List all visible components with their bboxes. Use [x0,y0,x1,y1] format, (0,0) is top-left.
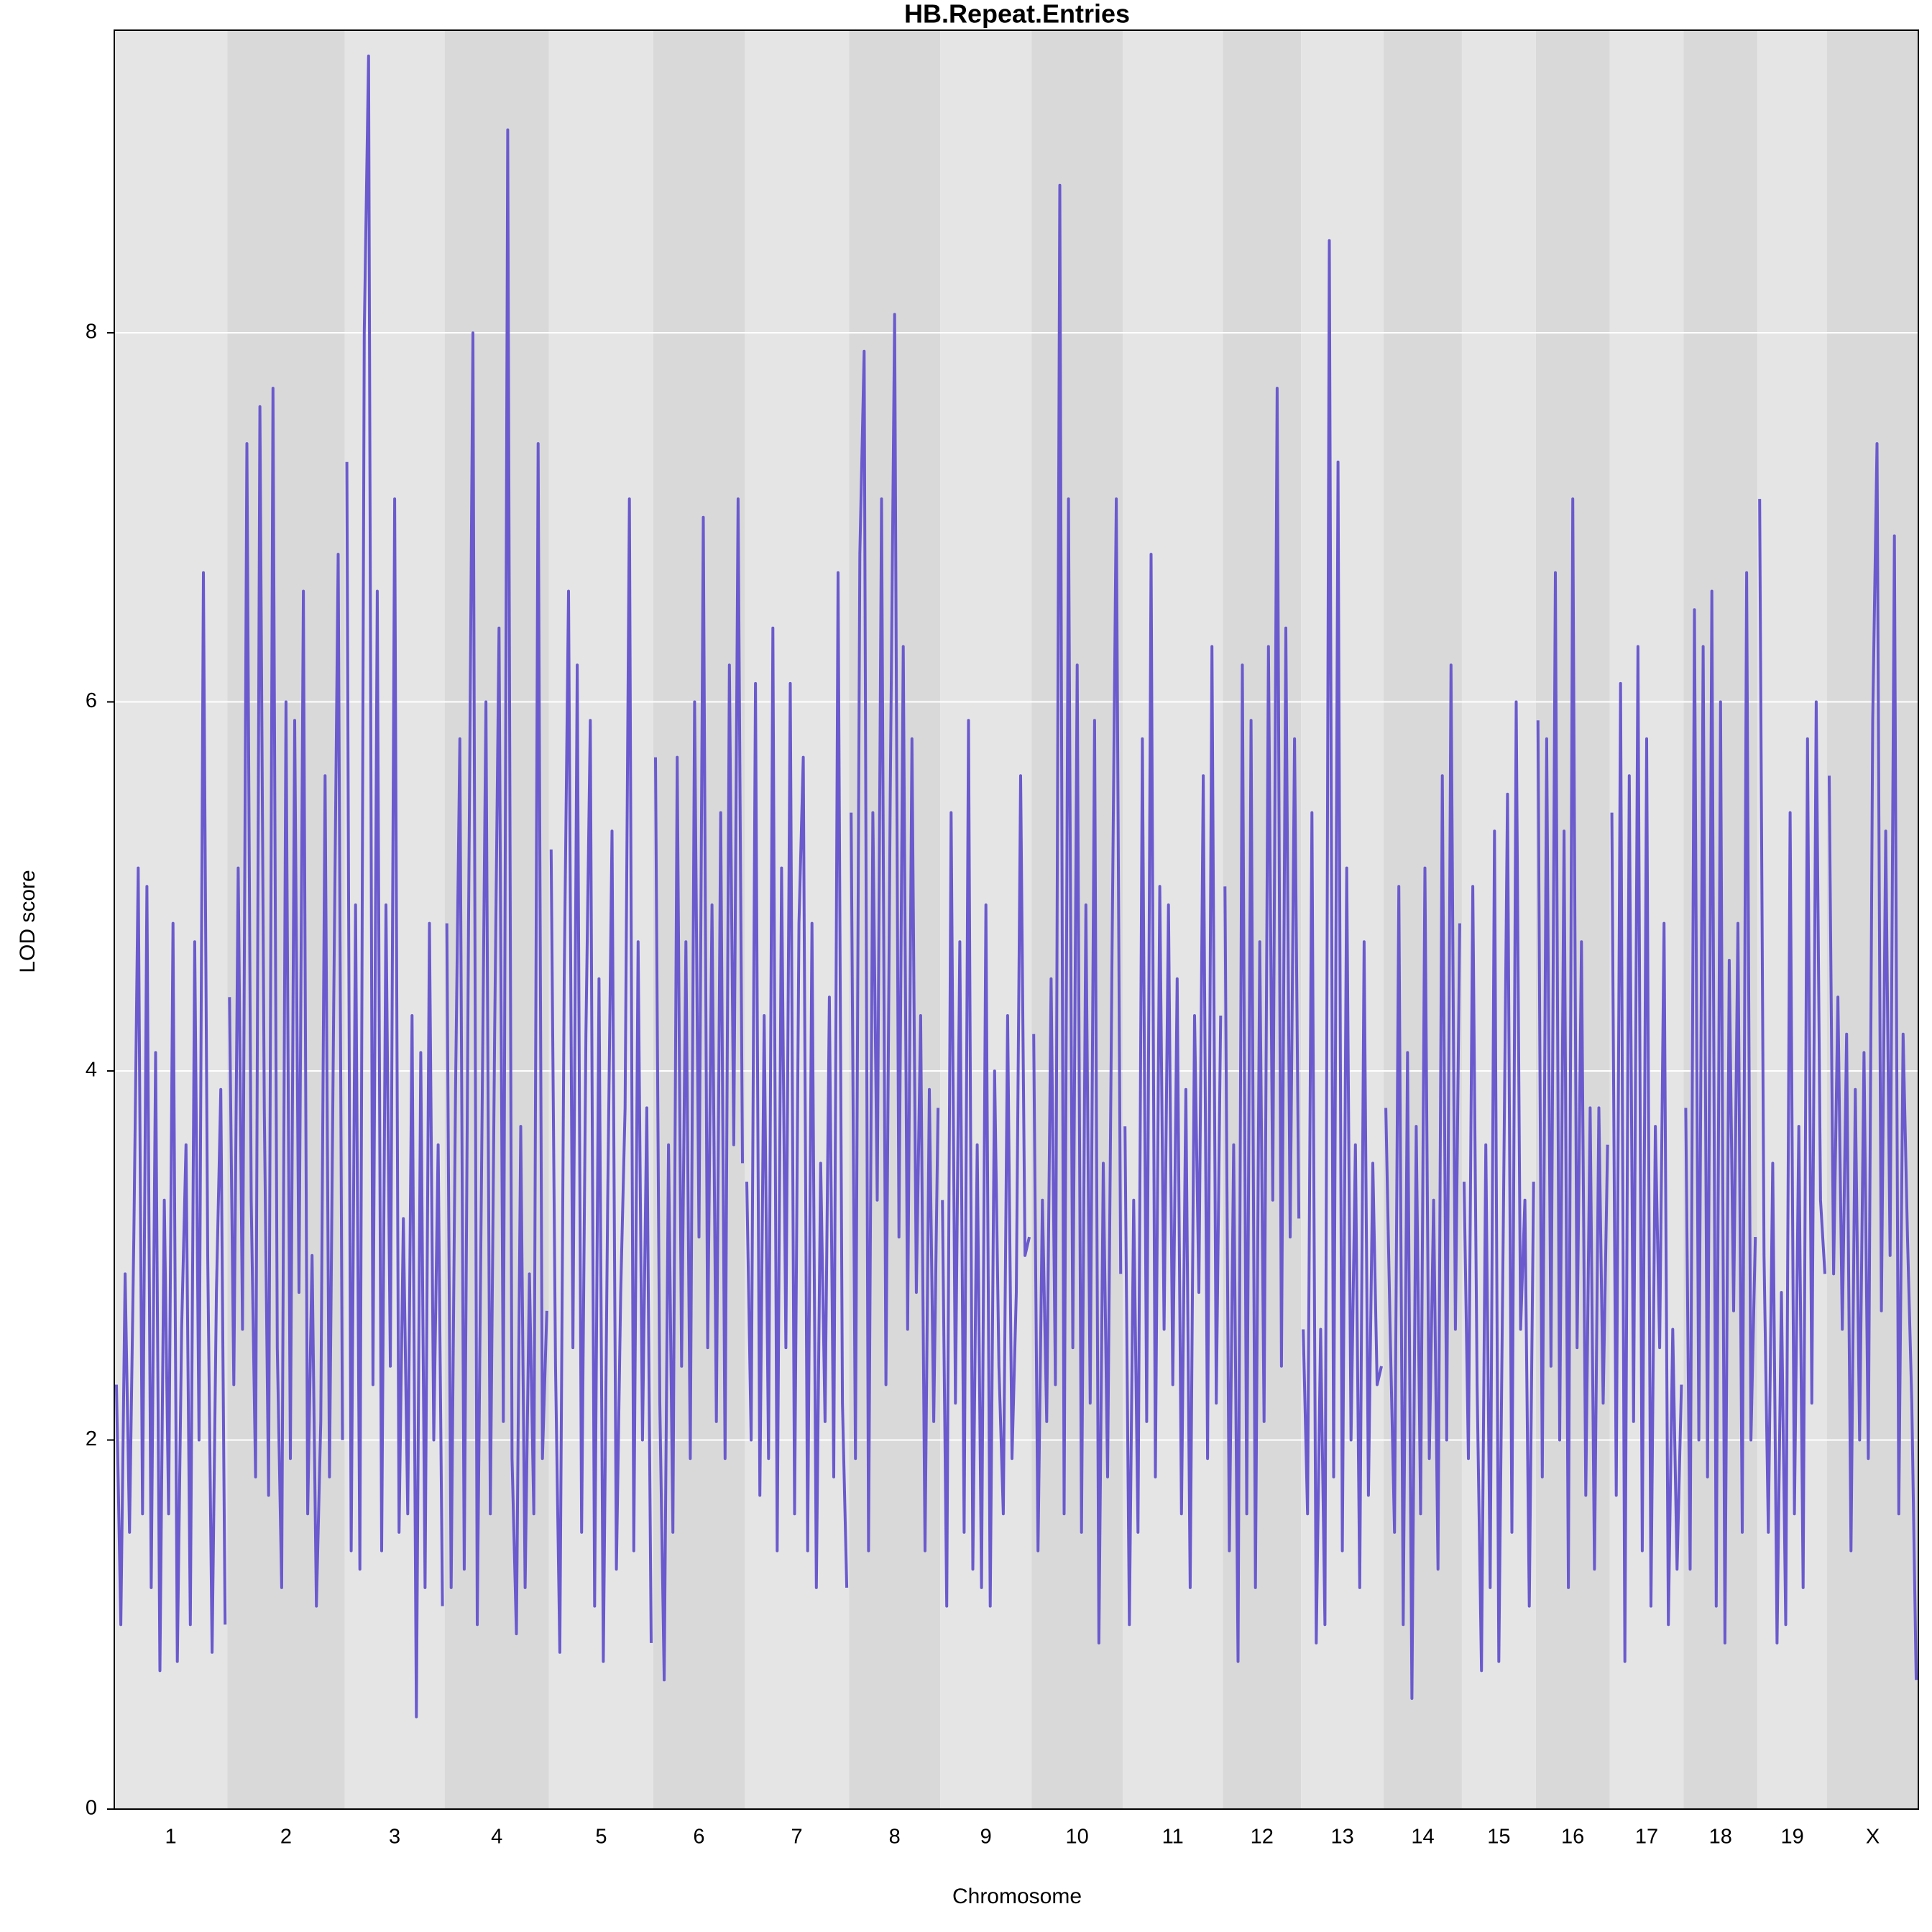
lod-line [115,571,227,1673]
lod-line [1302,239,1383,1644]
lod-line [1123,553,1223,1627]
x-tick-label: 13 [1330,1826,1353,1849]
x-tick-label: 6 [693,1826,704,1849]
x-tick-label: 5 [595,1826,607,1849]
lod-line [745,571,849,1589]
lod-line [1463,700,1535,1673]
lod-line [345,54,444,1719]
x-tick-label: 15 [1487,1826,1510,1849]
x-tick-label: 9 [980,1826,992,1849]
x-tick-label: 14 [1411,1826,1434,1849]
lod-line [1828,442,1918,1680]
x-tick-label: 19 [1780,1826,1803,1849]
x-tick-label: 8 [889,1826,901,1849]
x-tick-label: 18 [1709,1826,1732,1849]
y-tick-label: 2 [86,1427,97,1450]
x-tick-label: 16 [1561,1826,1584,1849]
chromosome-band [744,30,850,1809]
lod-line [1758,499,1826,1644]
x-tick-label: 1 [165,1826,177,1849]
y-tick-label: 0 [86,1797,97,1820]
lod-line [1610,645,1683,1663]
chromosome-band [1123,30,1223,1809]
x-tick-label: 3 [389,1826,400,1849]
lod-line [445,128,548,1636]
y-tick-label: 6 [86,689,97,712]
lod-line [1223,387,1301,1663]
y-tick-label: 4 [86,1059,97,1082]
y-axis-label: LOD score [16,870,40,972]
x-tick-label: 17 [1635,1826,1658,1849]
x-axis-label: Chromosome [952,1885,1082,1908]
lod-line [1384,663,1461,1700]
y-tick-label: 8 [86,321,97,344]
x-tick-label: 4 [491,1826,502,1849]
lod-line [654,497,744,1682]
lod-line [1684,571,1757,1644]
plot-frame [114,29,1919,1810]
lod-line [228,387,344,1608]
chromosome-band [1757,30,1827,1809]
lod-line [1032,183,1123,1644]
lod-line [850,313,940,1552]
lod-line [549,497,653,1663]
x-tick-label: 11 [1162,1826,1184,1849]
x-tick-label: 12 [1251,1826,1274,1849]
x-tick-label: X [1866,1826,1880,1849]
x-tick-label: 7 [791,1826,802,1849]
x-tick-label: 2 [280,1826,292,1849]
x-tick-label: 10 [1066,1826,1089,1849]
lod-line [1536,497,1609,1589]
chromosome-band [114,30,228,1809]
lod-line [941,719,1031,1608]
chart-title: HB.Repeat.Entries [904,0,1130,29]
